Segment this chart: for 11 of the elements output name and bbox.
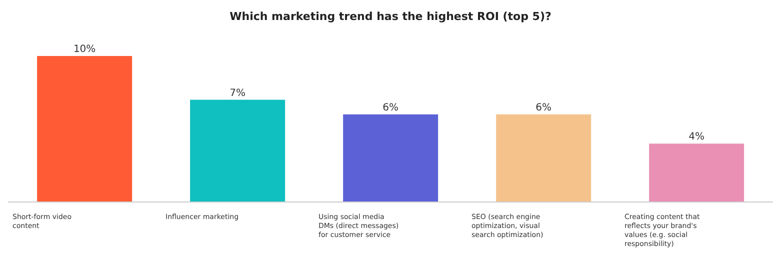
data-label: 6% (536, 102, 552, 114)
data-label: 4% (688, 132, 705, 143)
bar (190, 100, 286, 202)
bar (496, 114, 592, 202)
bar (37, 56, 132, 202)
data-label: 10% (73, 44, 96, 55)
chart-title: Which marketing trend has the highest ROI (top 5)? (228, 9, 552, 25)
bar (649, 144, 744, 202)
data-label: 7% (230, 88, 246, 99)
bar (343, 114, 438, 202)
data-label: 6% (382, 102, 399, 114)
